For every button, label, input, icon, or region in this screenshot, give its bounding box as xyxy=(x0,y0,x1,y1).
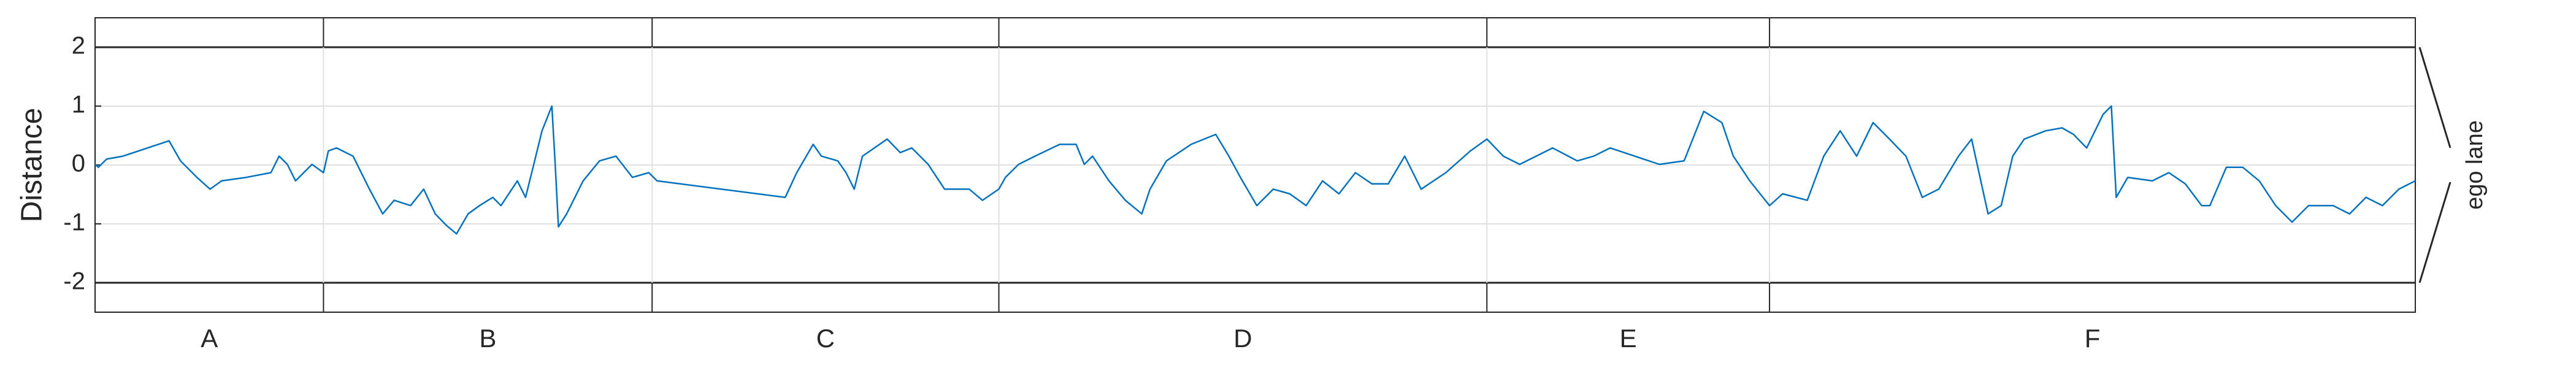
section-label: B xyxy=(479,324,496,353)
section-label: C xyxy=(816,324,835,353)
y-tick-label: 0 xyxy=(72,150,85,177)
y-tick-label: 1 xyxy=(72,91,85,118)
section-label: A xyxy=(201,324,218,353)
y-tick-label: -1 xyxy=(63,209,85,236)
lane-label: ego lane xyxy=(2462,120,2488,210)
y-tick-label: -2 xyxy=(63,268,85,295)
data-line xyxy=(94,105,2416,235)
section-label: E xyxy=(1620,324,1637,353)
y-axis-label: Distance xyxy=(16,108,48,223)
lane-bracket xyxy=(2418,182,2451,283)
lane-bracket xyxy=(2418,47,2451,148)
section-label: D xyxy=(1233,324,1252,353)
y-tick-label: 2 xyxy=(72,33,85,59)
section-label: F xyxy=(2085,324,2101,353)
